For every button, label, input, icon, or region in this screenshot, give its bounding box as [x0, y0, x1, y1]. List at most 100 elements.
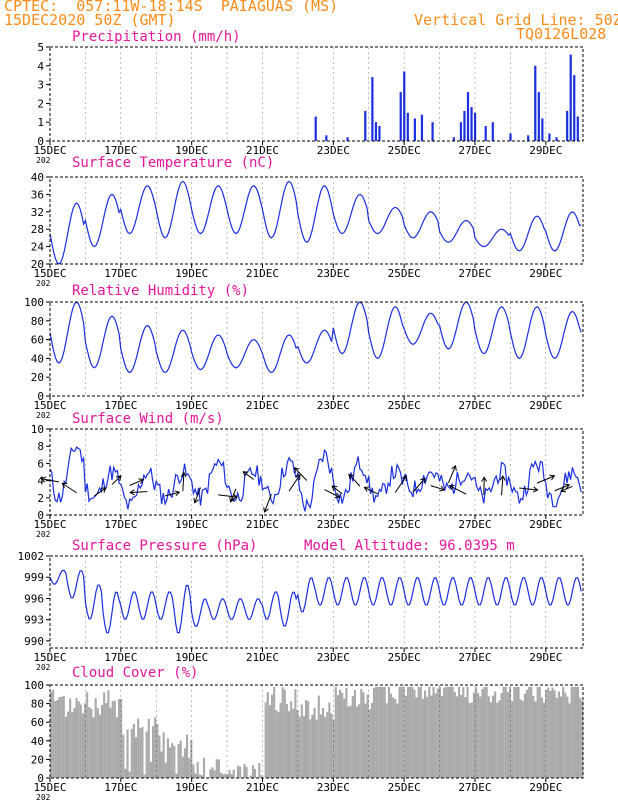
cloud-bar	[570, 686, 573, 778]
cloud-bar	[528, 686, 531, 778]
cloud-bar	[100, 704, 104, 778]
x-tick-label: 27DEC	[458, 267, 491, 280]
cloud-bar	[421, 698, 424, 778]
series-line	[49, 569, 582, 634]
precip-bar	[346, 137, 349, 141]
x-tick-label: 25DEC	[388, 651, 421, 664]
cloud-bar	[411, 686, 414, 778]
x-tick-label: 29DEC	[529, 399, 562, 412]
cloud-bar	[542, 702, 546, 778]
precip-bar	[374, 122, 378, 141]
wind-title: Surface Wind (m/s)	[72, 411, 224, 427]
panel-frame	[49, 46, 584, 142]
x-tick-label: 29DEC	[529, 518, 562, 531]
cloud-bar	[79, 704, 82, 778]
cloud-bar	[474, 686, 478, 778]
precip-bar	[527, 135, 530, 141]
x-tick-label: 19DEC	[175, 781, 208, 794]
wind-arrow-head	[560, 486, 567, 493]
cloud-bar	[90, 708, 93, 778]
cloud-bar	[105, 702, 108, 778]
cloud-bar	[145, 731, 148, 778]
cloud-bar	[209, 769, 212, 778]
cloud-bar	[559, 696, 563, 778]
cloud-bar	[58, 697, 61, 778]
y-tick-label: 24	[31, 241, 45, 254]
wind-arrow	[412, 477, 426, 493]
wind-arrow-head	[242, 471, 249, 477]
cloud-bar	[383, 686, 386, 778]
x-tick-label: 27DEC	[458, 651, 491, 664]
cloud-bar	[164, 762, 167, 778]
precip-bar	[420, 114, 424, 141]
series-line	[49, 180, 582, 265]
wind-arrow	[331, 485, 343, 495]
x-tick-label: 27DEC	[458, 781, 491, 794]
cloud-bar	[406, 686, 410, 778]
cloud-bar	[321, 707, 325, 778]
cloud-bar	[358, 704, 361, 778]
precip-bar	[452, 137, 455, 141]
cloud-bar	[572, 686, 575, 778]
y-tick-label: 36	[31, 188, 44, 201]
cloud-bar	[83, 703, 87, 778]
cloud-bar	[549, 690, 552, 778]
cloud-bar	[381, 686, 384, 778]
x-tick-label: 15DEC	[33, 399, 66, 412]
cloud-bar	[309, 719, 312, 778]
y-tick-label: 993	[24, 614, 44, 627]
cloud-bar	[134, 737, 138, 778]
precip-bar	[470, 107, 473, 141]
precip-bar	[406, 112, 409, 141]
cloud-bar	[545, 690, 548, 778]
cloud-bar	[188, 757, 191, 778]
cloud-bar	[368, 709, 371, 778]
cloud-bar	[370, 703, 373, 778]
cloud-bar	[508, 686, 512, 778]
y-tick-label: 2	[37, 97, 44, 110]
cloud-bar	[285, 704, 288, 778]
cloud-bar	[566, 696, 569, 778]
wind-arrow	[164, 491, 180, 497]
wind-arrow-head	[564, 483, 571, 490]
cloud-bar	[196, 762, 199, 778]
precip-bar	[431, 122, 434, 141]
precip-bar	[569, 54, 572, 141]
x-tick-label: 23DEC	[317, 399, 350, 412]
precip-bar	[534, 65, 537, 141]
x-tick-label: 25DEC	[388, 399, 421, 412]
cloud-bar	[428, 686, 431, 778]
x-tick-label: 19DEC	[175, 651, 208, 664]
cloud-bar	[151, 726, 155, 778]
cloud-bar	[477, 692, 480, 778]
y-tick-label: 0	[37, 509, 44, 522]
wind-arrow-head	[180, 471, 187, 478]
cloud-bar	[175, 773, 178, 778]
wind-arrow	[430, 485, 445, 491]
precip-bar	[378, 125, 381, 141]
cloud-bar	[502, 686, 505, 778]
cloud-bar	[385, 703, 388, 778]
y-tick-label: 4	[37, 60, 44, 73]
wind-arrow-head	[420, 477, 426, 484]
cloud-bar	[98, 714, 101, 778]
x-tick-label: 17DEC	[104, 267, 137, 280]
cloud-bar	[211, 767, 214, 778]
y-tick-label: 0	[37, 772, 44, 785]
cloud-bar	[215, 759, 218, 778]
cloud-bar	[137, 718, 140, 778]
cloud-bar	[139, 728, 142, 778]
cloud-bar	[168, 747, 172, 778]
precip-bar	[548, 133, 551, 141]
cloud-bar	[230, 774, 233, 778]
cloud-bar	[515, 686, 518, 778]
cloud-bar	[317, 695, 320, 778]
cloud-bar	[249, 775, 252, 778]
cloud-bar	[313, 707, 316, 778]
y-tick-label: 4	[37, 475, 44, 488]
cloud-bar	[294, 689, 297, 778]
model-id: TQ0126L028	[516, 25, 607, 43]
cloud-bar	[364, 703, 367, 778]
cloud-bar	[389, 693, 393, 778]
cloud-bar	[160, 751, 163, 778]
